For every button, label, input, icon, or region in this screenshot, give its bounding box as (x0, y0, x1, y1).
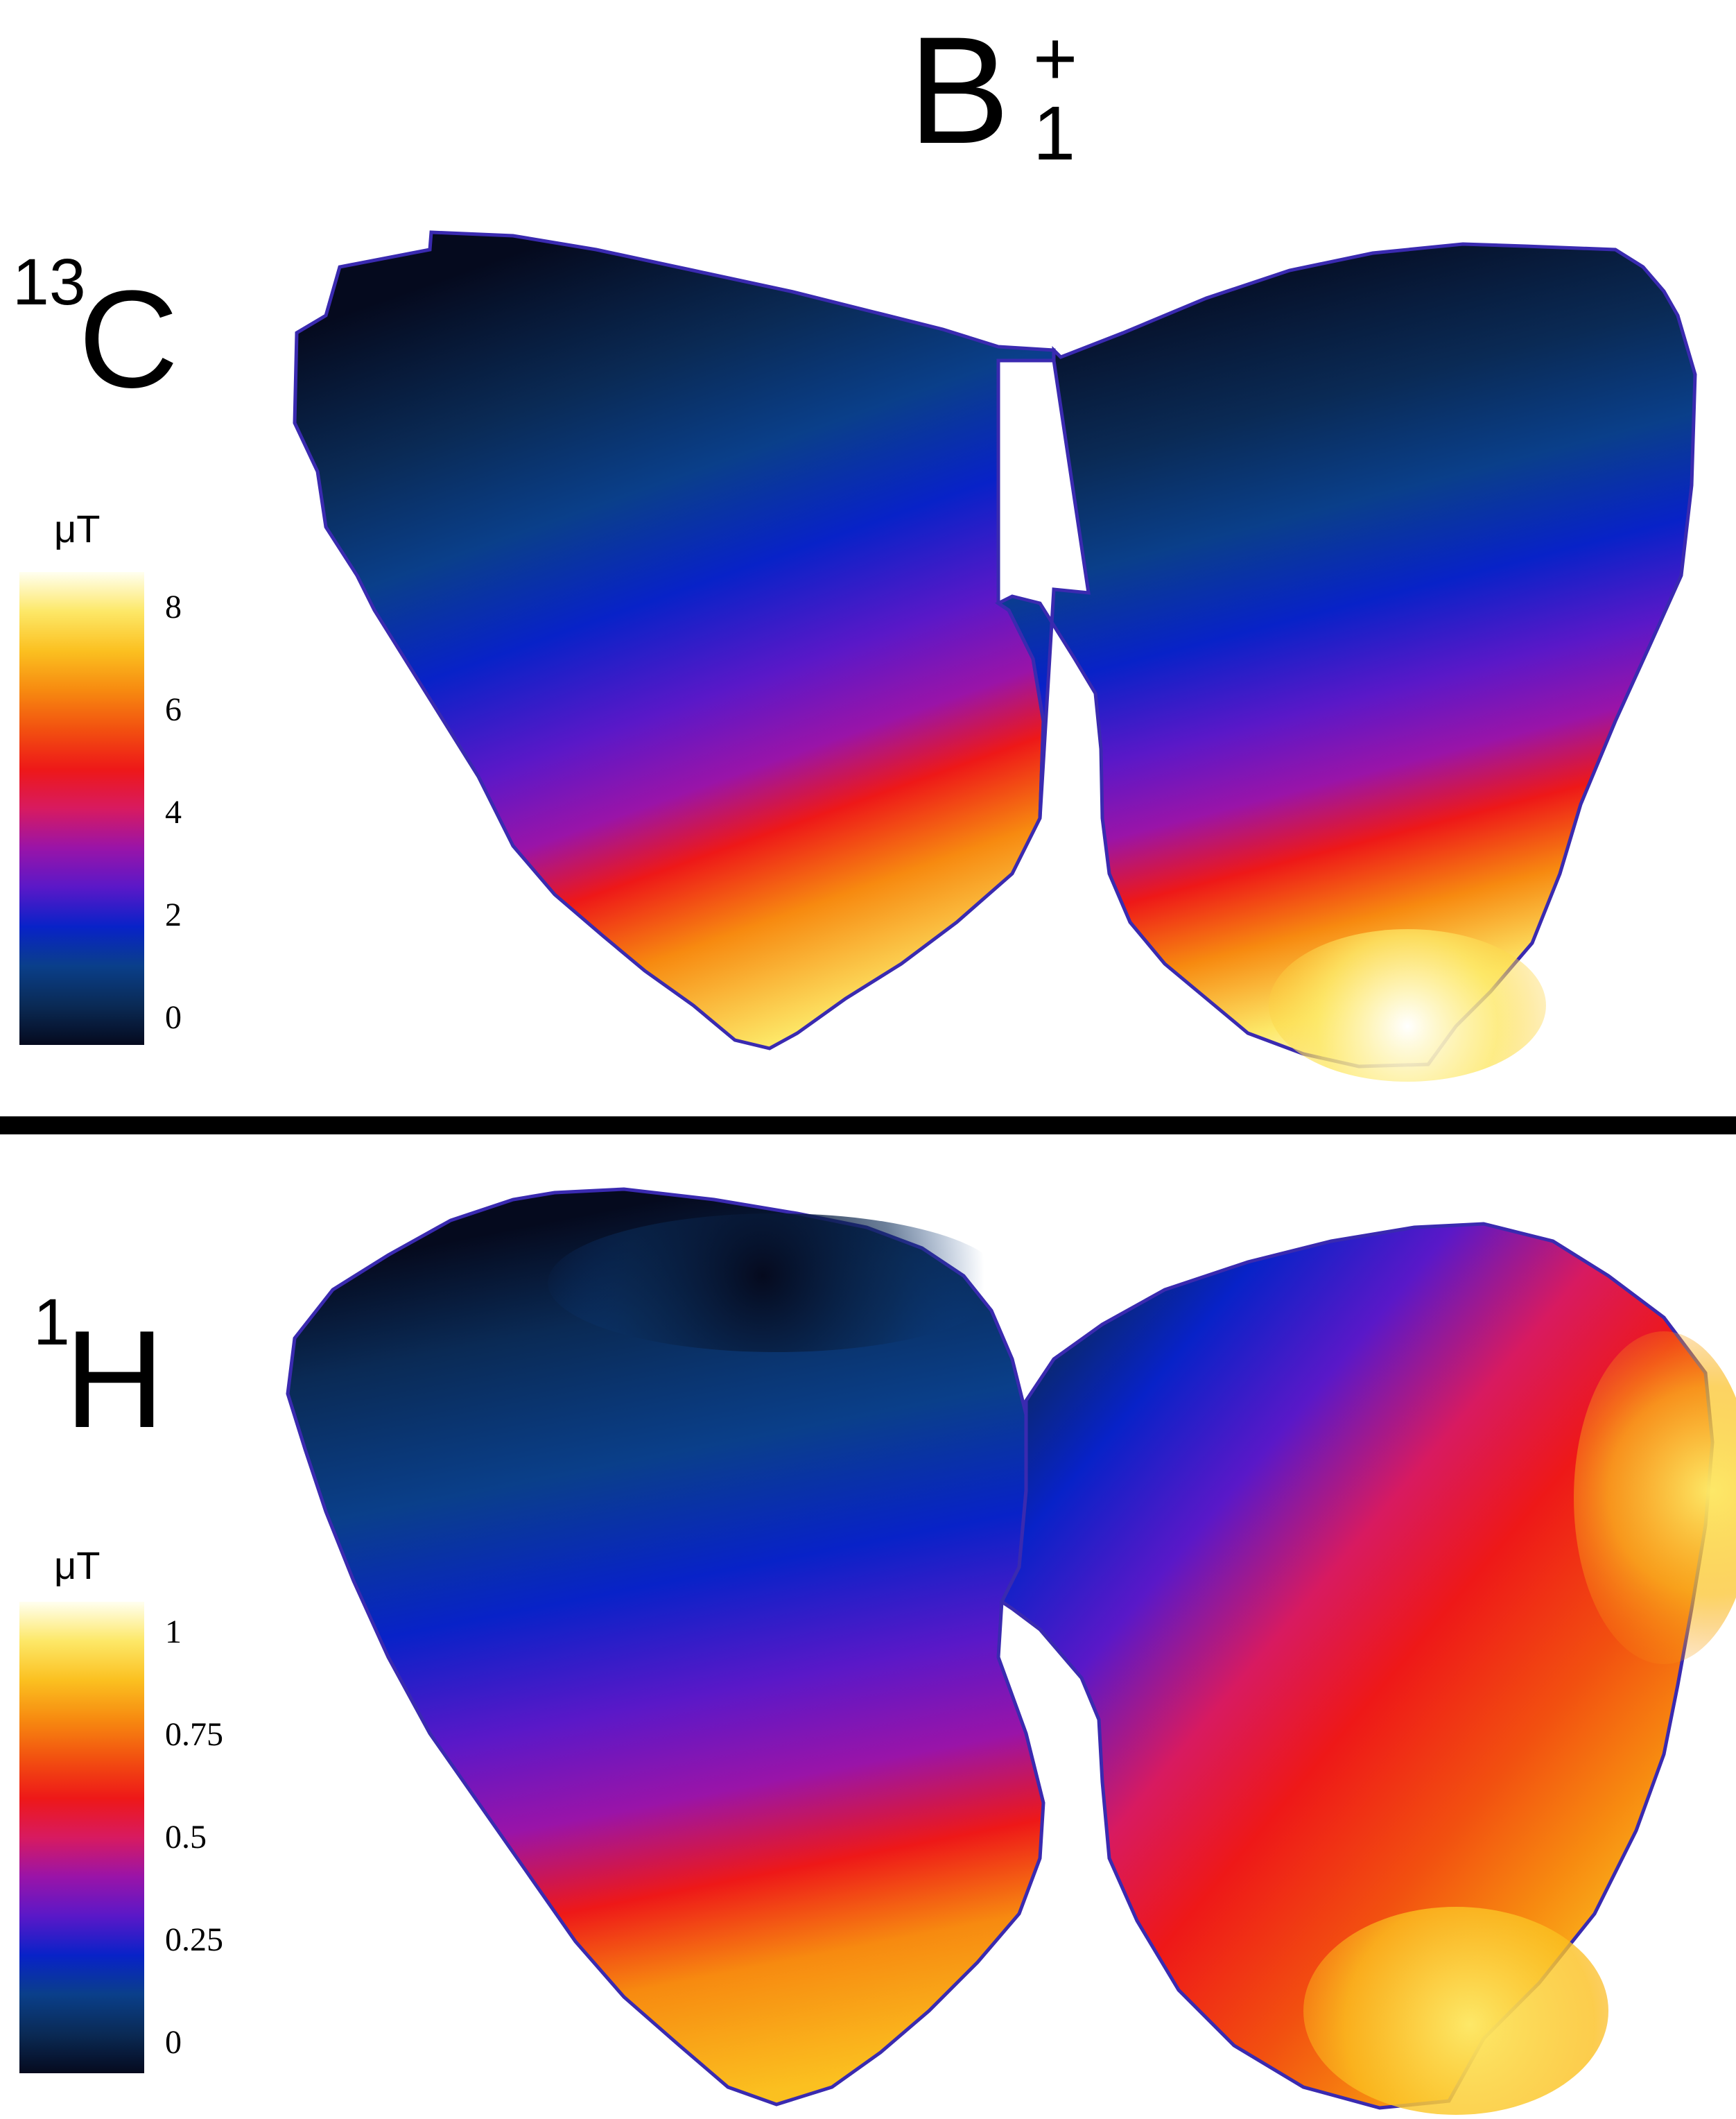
title-superscript: + (1033, 16, 1078, 101)
colorbar-tick: 0.25 (165, 1921, 223, 1958)
colorbar-unit-top: μT (54, 507, 101, 551)
colorbar-tick: 1 (165, 1614, 182, 1650)
colorbar-unit-bottom: μT (54, 1543, 101, 1587)
hydrogen-map-right-lobe (999, 1222, 1715, 2110)
nucleus-mass-number: 13 (12, 245, 86, 319)
colorbar-tick: 6 (165, 691, 182, 728)
title-base: B (908, 5, 1010, 175)
colorbar-bottom (19, 1602, 144, 2073)
hydrogen-hotspot-bottom (1303, 1907, 1608, 2115)
title-subscript: 1 (1033, 91, 1076, 176)
colorbar-tick: 0 (165, 999, 182, 1036)
carbon-hotspot (1269, 929, 1546, 1082)
colorbar-tick: 0.5 (165, 1819, 207, 1856)
colorbar-tick: 0 (165, 2024, 182, 2061)
nucleus-label-hydrogen: 1 H (33, 1290, 186, 1456)
nucleus-symbol: H (64, 1302, 165, 1457)
hydrogen-hotspot-edge (1574, 1331, 1736, 1664)
colorbar-tick: 4 (165, 794, 182, 831)
colorbar-top (19, 572, 144, 1045)
colorbar-tick: 2 (165, 897, 182, 933)
carbon-map-left-lobe (293, 230, 1056, 1050)
colorbar-tick: 8 (165, 589, 182, 625)
nucleus-label-carbon: 13 C (12, 250, 193, 416)
colorbar-tick: 0.75 (165, 1716, 223, 1753)
panel-separator (0, 1116, 1736, 1134)
figure-title: B + 1 (908, 14, 1158, 180)
nucleus-mass-number: 1 (33, 1286, 70, 1359)
nucleus-symbol: C (78, 262, 179, 417)
hydrogen-dark-region (548, 1213, 1005, 1352)
